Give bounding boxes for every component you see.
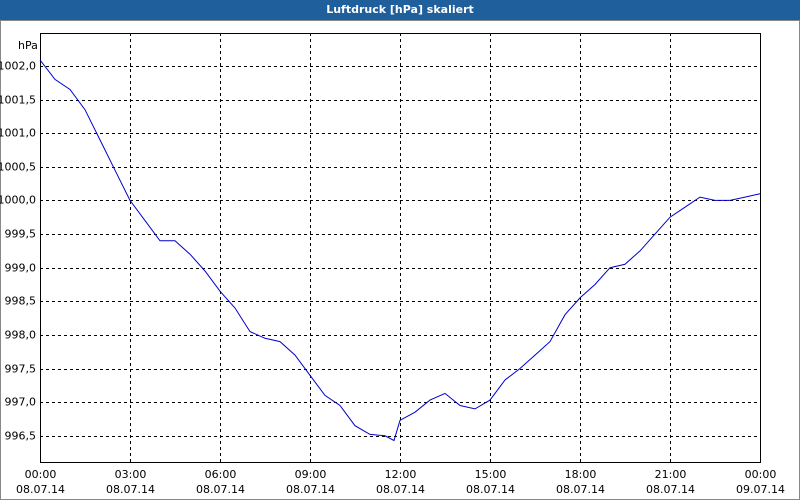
y-tick-label: 1000,5: [0, 161, 36, 174]
y-tick-label: 1000,0: [0, 194, 36, 207]
x-tick-label: 18:00: [565, 468, 597, 481]
y-tick-label: 998,0: [5, 329, 37, 342]
x-tick-date: 08.07.14: [646, 483, 695, 496]
y-tick-label: 1001,5: [0, 94, 36, 107]
plot-area: [40, 33, 761, 463]
x-tick-label: 03:00: [115, 468, 147, 481]
y-tick-label: 997,5: [5, 363, 37, 376]
x-tick-date: 08.07.14: [106, 483, 155, 496]
x-tick-date: 08.07.14: [196, 483, 245, 496]
x-tick-label: 21:00: [655, 468, 687, 481]
x-tick-label: 00:00: [745, 468, 777, 481]
x-tick-label: 12:00: [385, 468, 417, 481]
y-tick-label: 996,5: [5, 430, 37, 443]
frame: [0, 20, 800, 500]
y-tick-label: 999,5: [5, 228, 37, 241]
y-tick-label: 997,0: [5, 396, 37, 409]
y-tick-label: 999,0: [5, 262, 37, 275]
x-tick-label: 15:00: [475, 468, 507, 481]
x-tick-date: 08.07.14: [16, 483, 65, 496]
data-line: [39, 59, 761, 442]
x-tick-date: 08.07.14: [556, 483, 605, 496]
y-tick-label: 998,5: [5, 295, 37, 308]
x-tick-label: 00:00: [25, 468, 57, 481]
chart-title: Luftdruck [hPa] skaliert: [326, 3, 474, 16]
x-tick-date: 09.07.14: [736, 483, 785, 496]
x-tick-date: 08.07.14: [376, 483, 425, 496]
x-tick-label: 09:00: [295, 468, 327, 481]
x-tick-label: 06:00: [205, 468, 237, 481]
title-bar: [0, 0, 800, 20]
y-axis-label: hPa: [18, 39, 38, 52]
x-tick-date: 08.07.14: [286, 483, 335, 496]
y-tick-label: 1002,0: [0, 60, 36, 73]
y-tick-label: 1001,0: [0, 127, 36, 140]
x-tick-date: 08.07.14: [466, 483, 515, 496]
